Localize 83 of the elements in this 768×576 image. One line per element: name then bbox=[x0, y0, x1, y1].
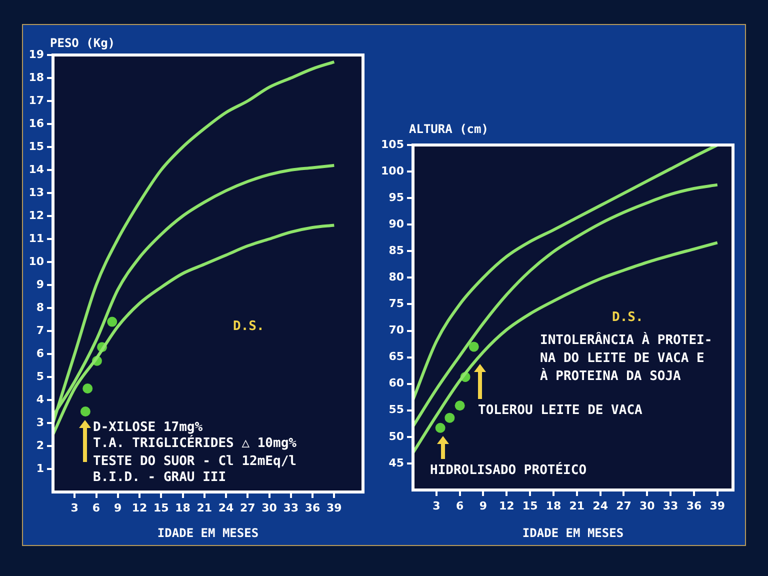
y-tick-label: 1 bbox=[36, 462, 44, 475]
x-tick-label: 39 bbox=[326, 501, 342, 514]
line-series bbox=[413, 145, 719, 402]
y-tick-label: 3 bbox=[36, 416, 44, 429]
x-tick-label: 30 bbox=[262, 501, 278, 514]
x-tick-label: 18 bbox=[546, 499, 562, 512]
y-tick-label: 8 bbox=[36, 300, 44, 314]
y-tick-label: 12 bbox=[28, 208, 44, 222]
annotation: D-XILOSE 17mg% bbox=[93, 420, 203, 435]
y-tick-label: 7 bbox=[36, 324, 44, 337]
x-tick-label: 12 bbox=[132, 501, 148, 514]
point bbox=[444, 412, 455, 423]
annotation: D.S. bbox=[612, 310, 644, 326]
y-tick-label: 80 bbox=[388, 270, 404, 284]
x-tick-label: 24 bbox=[218, 501, 234, 514]
x-tick-label: 30 bbox=[639, 499, 656, 512]
x-tick-label: 24 bbox=[592, 499, 608, 512]
y-tick-label: 18 bbox=[28, 70, 44, 84]
point bbox=[107, 316, 118, 327]
annotation: T.A. TRIGLICÉRIDES △ 10mg% bbox=[93, 436, 296, 452]
x-tick-label: 9 bbox=[114, 501, 122, 514]
x-tick-label: 33 bbox=[283, 501, 299, 514]
y-tick-label: 75 bbox=[388, 297, 404, 310]
y-axis-title: ALTURA (cm) bbox=[409, 122, 488, 136]
x-tick-label: 36 bbox=[304, 501, 321, 514]
y-tick-label: 14 bbox=[28, 162, 44, 176]
y-tick-label: 4 bbox=[36, 392, 44, 406]
y-tick-label: 17 bbox=[28, 94, 44, 107]
y-tick-label: 90 bbox=[388, 217, 404, 230]
x-tick-label: 39 bbox=[710, 499, 726, 512]
y-tick-label: 60 bbox=[388, 376, 404, 390]
x-tick-label: 12 bbox=[499, 499, 514, 512]
annotation: HIDROLISADO PROTÉICO bbox=[430, 463, 587, 479]
y-tick-label: 2 bbox=[36, 438, 44, 452]
y-tick-label: 13 bbox=[28, 186, 44, 199]
y-tick-label: 55 bbox=[388, 403, 404, 416]
annotation: À PROTEINA DA SOJA bbox=[540, 369, 681, 385]
x-tick-label: 33 bbox=[662, 499, 678, 512]
y-tick-label: 16 bbox=[28, 116, 44, 130]
annotation: TESTE DO SUOR - Cl 12mEq/l bbox=[93, 454, 296, 470]
y-tick-label: 45 bbox=[388, 456, 404, 470]
x-tick-label: 15 bbox=[153, 501, 169, 514]
y-tick-label: 6 bbox=[36, 346, 44, 360]
x-tick-label: 21 bbox=[196, 501, 212, 514]
x-tick-label: 21 bbox=[569, 499, 585, 512]
y-tick-label: 100 bbox=[381, 164, 404, 178]
y-tick-label: 11 bbox=[28, 232, 44, 245]
x-tick-label: 36 bbox=[686, 499, 702, 512]
x-tick-label: 3 bbox=[432, 499, 440, 512]
line-series bbox=[413, 241, 719, 454]
x-tick-label: 3 bbox=[70, 501, 78, 514]
x-axis-title: IDADE EM MESES bbox=[522, 526, 624, 540]
y-tick-label: 9 bbox=[36, 278, 44, 291]
annotation: B.I.D. - GRAU III bbox=[93, 470, 226, 486]
y-tick-label: 10 bbox=[28, 254, 44, 268]
y-tick-label: 95 bbox=[388, 190, 404, 204]
point bbox=[82, 384, 93, 394]
annotation: TOLEROU LEITE DE VACA bbox=[478, 403, 642, 419]
point bbox=[80, 406, 90, 416]
annotation: NA DO LEITE DE VACA E bbox=[540, 351, 704, 367]
y-tick-label: 65 bbox=[388, 350, 404, 364]
x-axis-title: IDADE EM MESES bbox=[157, 526, 259, 540]
y-tick-label: 19 bbox=[28, 48, 44, 61]
annotation: D.S. bbox=[233, 319, 264, 335]
y-tick-label: 70 bbox=[388, 324, 404, 337]
x-tick-label: 6 bbox=[92, 501, 100, 514]
x-tick-label: 27 bbox=[240, 501, 256, 514]
x-tick-label: 15 bbox=[522, 499, 538, 512]
y-tick-label: 50 bbox=[388, 430, 404, 443]
line-series bbox=[413, 183, 719, 428]
y-tick-label: 85 bbox=[388, 244, 404, 258]
y-tick-label: 5 bbox=[36, 370, 44, 383]
point bbox=[468, 342, 479, 352]
y-axis-title: PESO (Kg) bbox=[50, 36, 116, 50]
point bbox=[454, 400, 465, 411]
point bbox=[435, 422, 446, 433]
x-tick-label: 18 bbox=[175, 501, 190, 514]
x-tick-label: 6 bbox=[456, 499, 464, 512]
y-tick-label: 105 bbox=[381, 138, 404, 151]
annotation: INTOLERÂNCIA À PROTEI- bbox=[540, 333, 712, 349]
x-tick-label: 9 bbox=[479, 499, 488, 512]
x-tick-label: 27 bbox=[616, 499, 632, 512]
y-tick-label: 15 bbox=[28, 140, 44, 153]
